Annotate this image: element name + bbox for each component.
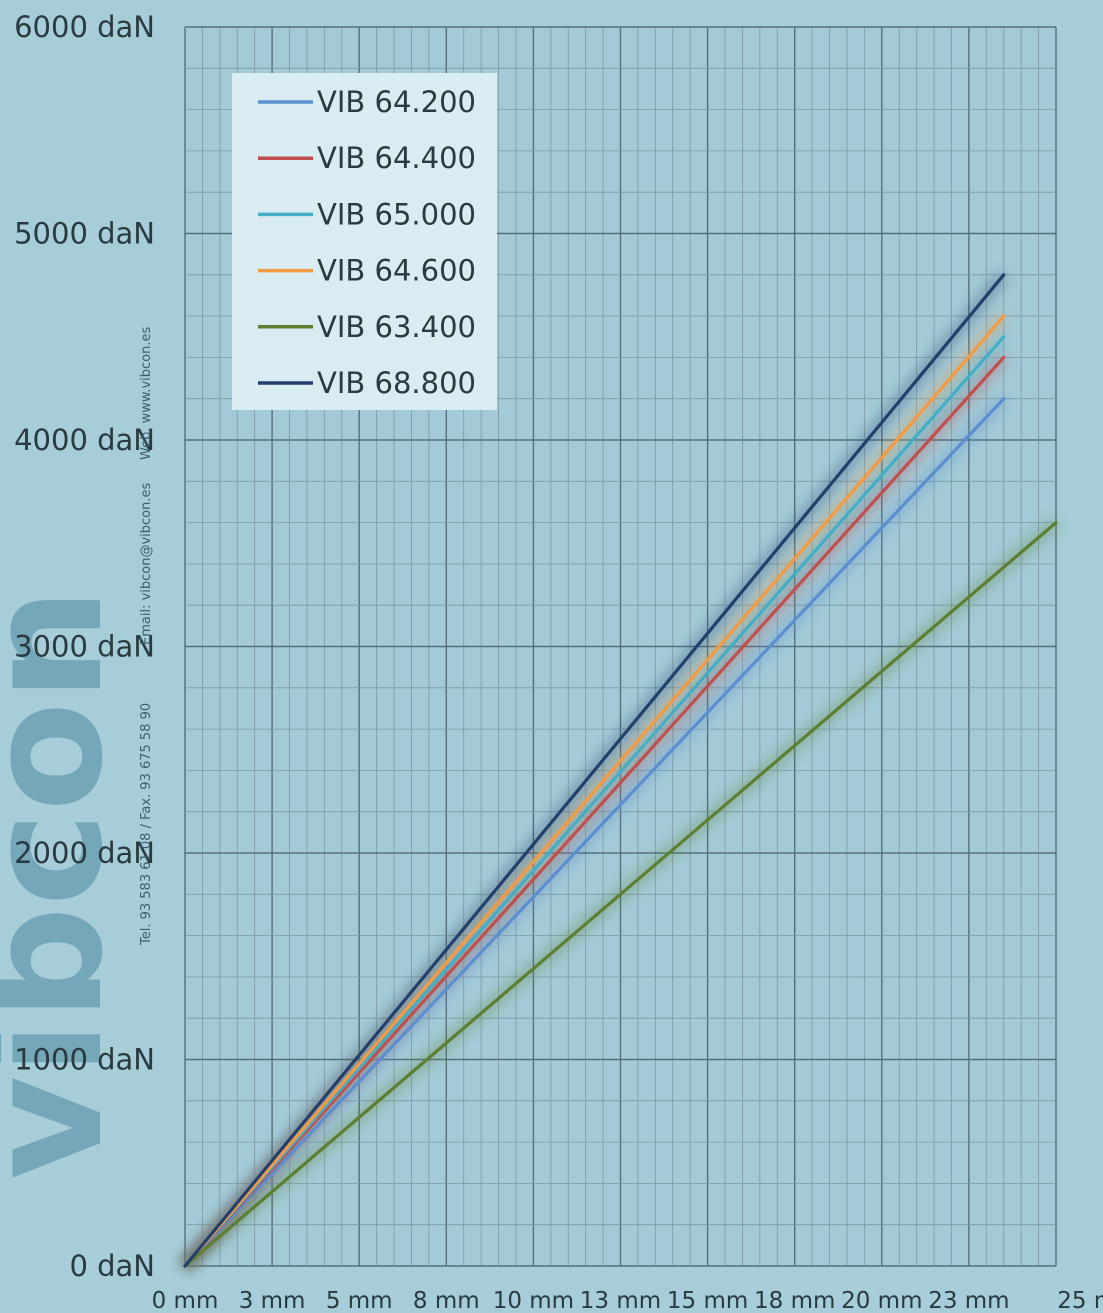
x-tick-label: 5 mm: [326, 1288, 393, 1313]
x-tick-label: 13 mm: [580, 1288, 661, 1313]
series-line: [183, 397, 1006, 1268]
x-tick-label: 15 mm: [667, 1288, 748, 1313]
legend-label: VIB 63.400: [317, 310, 476, 344]
contact-email: Email: vibcon@vibcon.es: [139, 482, 154, 645]
y-tick-label: 2000 daN: [14, 836, 155, 870]
chart-legend: VIB 64.200 VIB 64.400 VIB 65.000 VIB 64.600…: [232, 73, 497, 410]
y-tick-label: 1000 daN: [14, 1043, 155, 1077]
contact-info: Tel. 93 583 61 08 / Fax. 93 675 58 90 Em…: [139, 327, 154, 946]
contact-tel-fax: Tel. 93 583 61 08 / Fax. 93 675 58 90: [139, 703, 154, 946]
x-tick-label: 3 mm: [239, 1288, 306, 1313]
series-line: [183, 335, 1006, 1268]
x-tick-label: 20 mm: [841, 1288, 922, 1313]
chart-axes: 0 daN 1000 daN 2000 daN 3000 daN 4000 daN 500…: [14, 10, 1103, 1313]
legend-label: VIB 64.400: [317, 141, 476, 175]
x-tick-label: 18 mm: [754, 1288, 835, 1313]
legend-label: VIB 68.800: [317, 366, 476, 400]
series-line: [183, 355, 1006, 1268]
legend-label: VIB 64.200: [317, 85, 476, 119]
x-tick-label: 10 mm: [493, 1288, 574, 1313]
series-line: [183, 314, 1006, 1268]
y-tick-label: 4000 daN: [14, 423, 155, 457]
legend-box: [232, 73, 497, 410]
x-tick-label: 25 mm: [1057, 1288, 1103, 1313]
watermark-logo-text: vibcon: [0, 588, 138, 1180]
y-tick-label: 3000 daN: [14, 630, 155, 664]
y-tick-label: 0 daN: [69, 1249, 155, 1283]
series-line: [183, 273, 1006, 1268]
legend-label: VIB 65.000: [317, 197, 476, 231]
series-line: [183, 520, 1058, 1268]
x-tick-label: 0 mm: [152, 1288, 219, 1313]
legend-label: VIB 64.600: [317, 254, 476, 288]
x-tick-label: 23 mm: [928, 1288, 1009, 1313]
x-tick-label: 8 mm: [413, 1288, 480, 1313]
vibcon-watermark-logo: vibcon: [0, 588, 138, 1180]
chart-series: [180, 270, 1060, 1271]
y-tick-label: 5000 daN: [14, 217, 155, 251]
y-tick-label: 6000 daN: [14, 10, 155, 44]
contact-web: Web. www.vibcon.es: [139, 327, 154, 460]
